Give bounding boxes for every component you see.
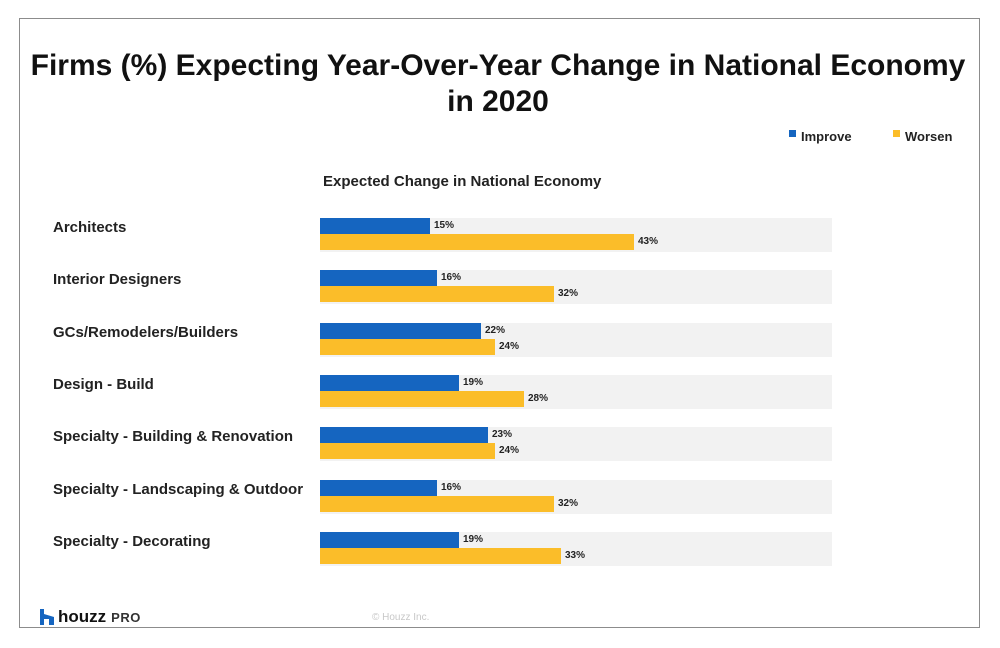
legend-label-worsen: Worsen (905, 129, 953, 144)
bar-worsen (320, 391, 524, 407)
bar-improve (320, 323, 481, 339)
bar-improve (320, 375, 459, 391)
bar-worsen (320, 496, 554, 512)
data-label-improve: 16% (441, 272, 462, 283)
category-label: Specialty - Decorating (53, 533, 211, 550)
data-label-worsen: 24% (499, 445, 520, 456)
data-label-worsen: 32% (558, 498, 579, 509)
bar-improve (320, 218, 430, 234)
data-label-improve: 16% (441, 482, 462, 493)
category-label: Specialty - Landscaping & Outdoor (53, 481, 304, 498)
bar-worsen (320, 234, 634, 250)
bar-worsen (320, 286, 554, 302)
bar-improve (320, 480, 437, 496)
data-label-improve: 23% (492, 429, 513, 440)
legend-improve: Improve (789, 129, 852, 144)
data-label-worsen: 28% (528, 393, 549, 404)
bar-worsen (320, 443, 495, 459)
bar-improve (320, 427, 488, 443)
data-label-worsen: 33% (565, 550, 586, 561)
bar-worsen (320, 548, 561, 564)
legend-worsen: Worsen (893, 129, 952, 144)
category-label: Interior Designers (53, 271, 182, 288)
category-label: GCs/Remodelers/Builders (53, 324, 239, 341)
logo-text: houzz (58, 607, 107, 626)
legend-label-improve: Improve (801, 129, 852, 144)
category-label: Architects (53, 219, 127, 236)
data-label-improve: 19% (463, 534, 484, 545)
chart-subtitle: Expected Change in National Economy (323, 173, 602, 190)
bar-improve (320, 270, 437, 286)
bar-improve (320, 532, 459, 548)
data-label-improve: 15% (434, 220, 455, 231)
category-label: Specialty - Building & Renovation (53, 428, 294, 445)
data-label-worsen: 43% (638, 236, 659, 247)
copyright-text: © Houzz Inc. (372, 612, 430, 623)
data-label-worsen: 24% (499, 341, 520, 352)
legend-swatch-worsen (893, 130, 900, 137)
houzz-pro-logo: houzz PRO (40, 607, 141, 627)
data-label-improve: 19% (463, 377, 484, 388)
data-label-worsen: 32% (558, 288, 579, 299)
legend-swatch-improve (789, 130, 796, 137)
data-label-improve: 22% (485, 325, 506, 336)
chart-title: Firms (%) Expecting Year-Over-Year Chang… (30, 49, 966, 118)
logo-pro: PRO (111, 609, 141, 625)
bar-worsen (320, 339, 495, 355)
houzz-logo-icon (40, 609, 54, 625)
category-label: Design - Build (53, 376, 154, 393)
